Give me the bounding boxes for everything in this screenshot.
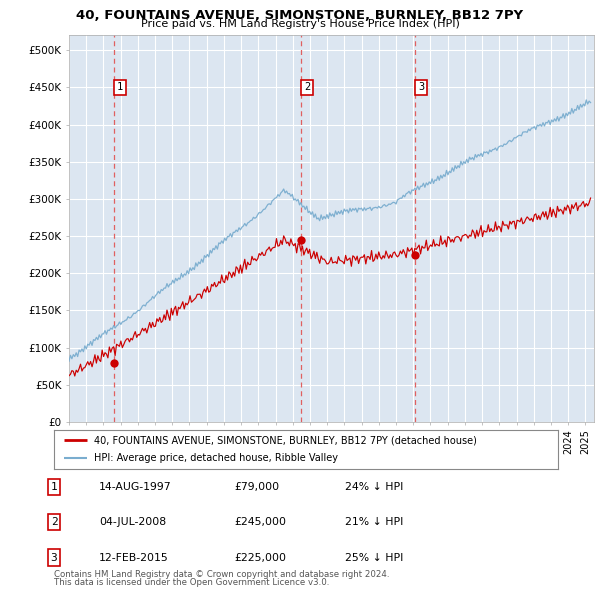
Text: 24% ↓ HPI: 24% ↓ HPI [345,482,403,491]
Text: 40, FOUNTAINS AVENUE, SIMONSTONE, BURNLEY, BB12 7PY: 40, FOUNTAINS AVENUE, SIMONSTONE, BURNLE… [76,9,524,22]
Text: 2: 2 [50,517,58,527]
Text: £225,000: £225,000 [234,553,286,562]
Text: 1: 1 [116,83,123,93]
Text: Contains HM Land Registry data © Crown copyright and database right 2024.: Contains HM Land Registry data © Crown c… [54,571,389,579]
Text: £79,000: £79,000 [234,482,279,491]
Text: 3: 3 [418,83,424,93]
Text: 21% ↓ HPI: 21% ↓ HPI [345,517,403,527]
Text: This data is licensed under the Open Government Licence v3.0.: This data is licensed under the Open Gov… [54,578,329,587]
Text: 2: 2 [304,83,310,93]
Text: 3: 3 [50,553,58,562]
Text: 25% ↓ HPI: 25% ↓ HPI [345,553,403,562]
Text: 40, FOUNTAINS AVENUE, SIMONSTONE, BURNLEY, BB12 7PY (detached house): 40, FOUNTAINS AVENUE, SIMONSTONE, BURNLE… [94,435,477,445]
Text: 1: 1 [50,482,58,491]
Text: 04-JUL-2008: 04-JUL-2008 [99,517,166,527]
Text: HPI: Average price, detached house, Ribble Valley: HPI: Average price, detached house, Ribb… [94,453,338,463]
Text: 12-FEB-2015: 12-FEB-2015 [99,553,169,562]
Text: Price paid vs. HM Land Registry's House Price Index (HPI): Price paid vs. HM Land Registry's House … [140,19,460,29]
Text: 14-AUG-1997: 14-AUG-1997 [99,482,172,491]
Text: £245,000: £245,000 [234,517,286,527]
